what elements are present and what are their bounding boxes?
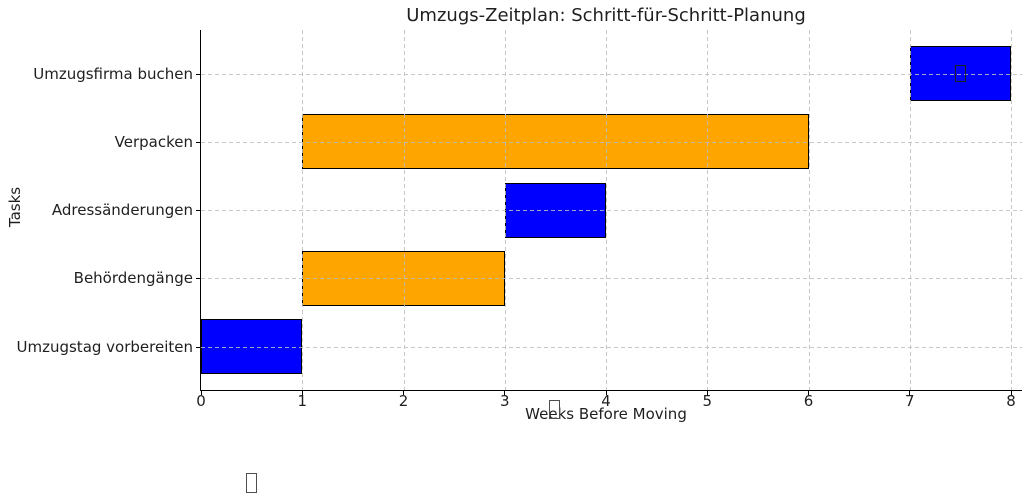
horizontal-gridline xyxy=(201,73,1022,75)
y-tick-label: Adressänderungen xyxy=(51,201,193,219)
x-tick-mark xyxy=(909,391,911,395)
horizontal-gridline xyxy=(201,210,1022,211)
y-tick-mark xyxy=(196,346,200,348)
x-tick-label: 7 xyxy=(904,392,915,410)
x-tick-mark xyxy=(301,391,303,395)
y-tick-mark xyxy=(196,210,200,211)
x-tick-mark xyxy=(504,391,506,395)
x-tick-mark xyxy=(808,391,809,395)
x-tick-mark xyxy=(1010,391,1012,395)
x-tick-label: 8 xyxy=(1006,392,1016,410)
missing-glyph-box-footer xyxy=(246,473,257,493)
x-tick-mark xyxy=(403,391,404,395)
x-tick-label: 1 xyxy=(297,392,308,410)
x-axis-label: Weeks Before Moving xyxy=(525,405,687,423)
x-tick-label: 6 xyxy=(803,392,814,410)
x-tick-label: 2 xyxy=(398,392,409,410)
y-tick-mark xyxy=(196,73,200,75)
y-tick-mark xyxy=(196,278,200,280)
x-tick-label: 5 xyxy=(702,392,713,410)
horizontal-gridline xyxy=(201,141,1022,143)
x-tick-label: 0 xyxy=(196,392,206,410)
y-tick-label: Verpacken xyxy=(114,132,193,151)
y-tick-label: Umzugsfirma buchen xyxy=(33,64,193,83)
x-tick-label: 4 xyxy=(601,392,611,410)
x-tick-mark xyxy=(200,391,202,395)
y-axis-spine xyxy=(200,30,201,391)
missing-glyph-box-bar xyxy=(954,65,966,82)
horizontal-gridline xyxy=(201,278,1022,280)
horizontal-gridline xyxy=(201,346,1022,348)
y-tick-label: Umzugstag vorbereiten xyxy=(16,337,194,356)
y-tick-label: Behördengänge xyxy=(73,269,193,288)
x-tick-label: 3 xyxy=(499,392,510,410)
x-tick-mark xyxy=(605,391,607,395)
x-axis-spine xyxy=(200,390,1022,391)
missing-glyph-box-xlabel xyxy=(549,400,560,419)
y-tick-mark xyxy=(196,141,200,143)
chart-title: Umzugs-Zeitplan: Schritt-für-Schritt-Pla… xyxy=(406,5,806,26)
x-tick-mark xyxy=(706,391,708,395)
